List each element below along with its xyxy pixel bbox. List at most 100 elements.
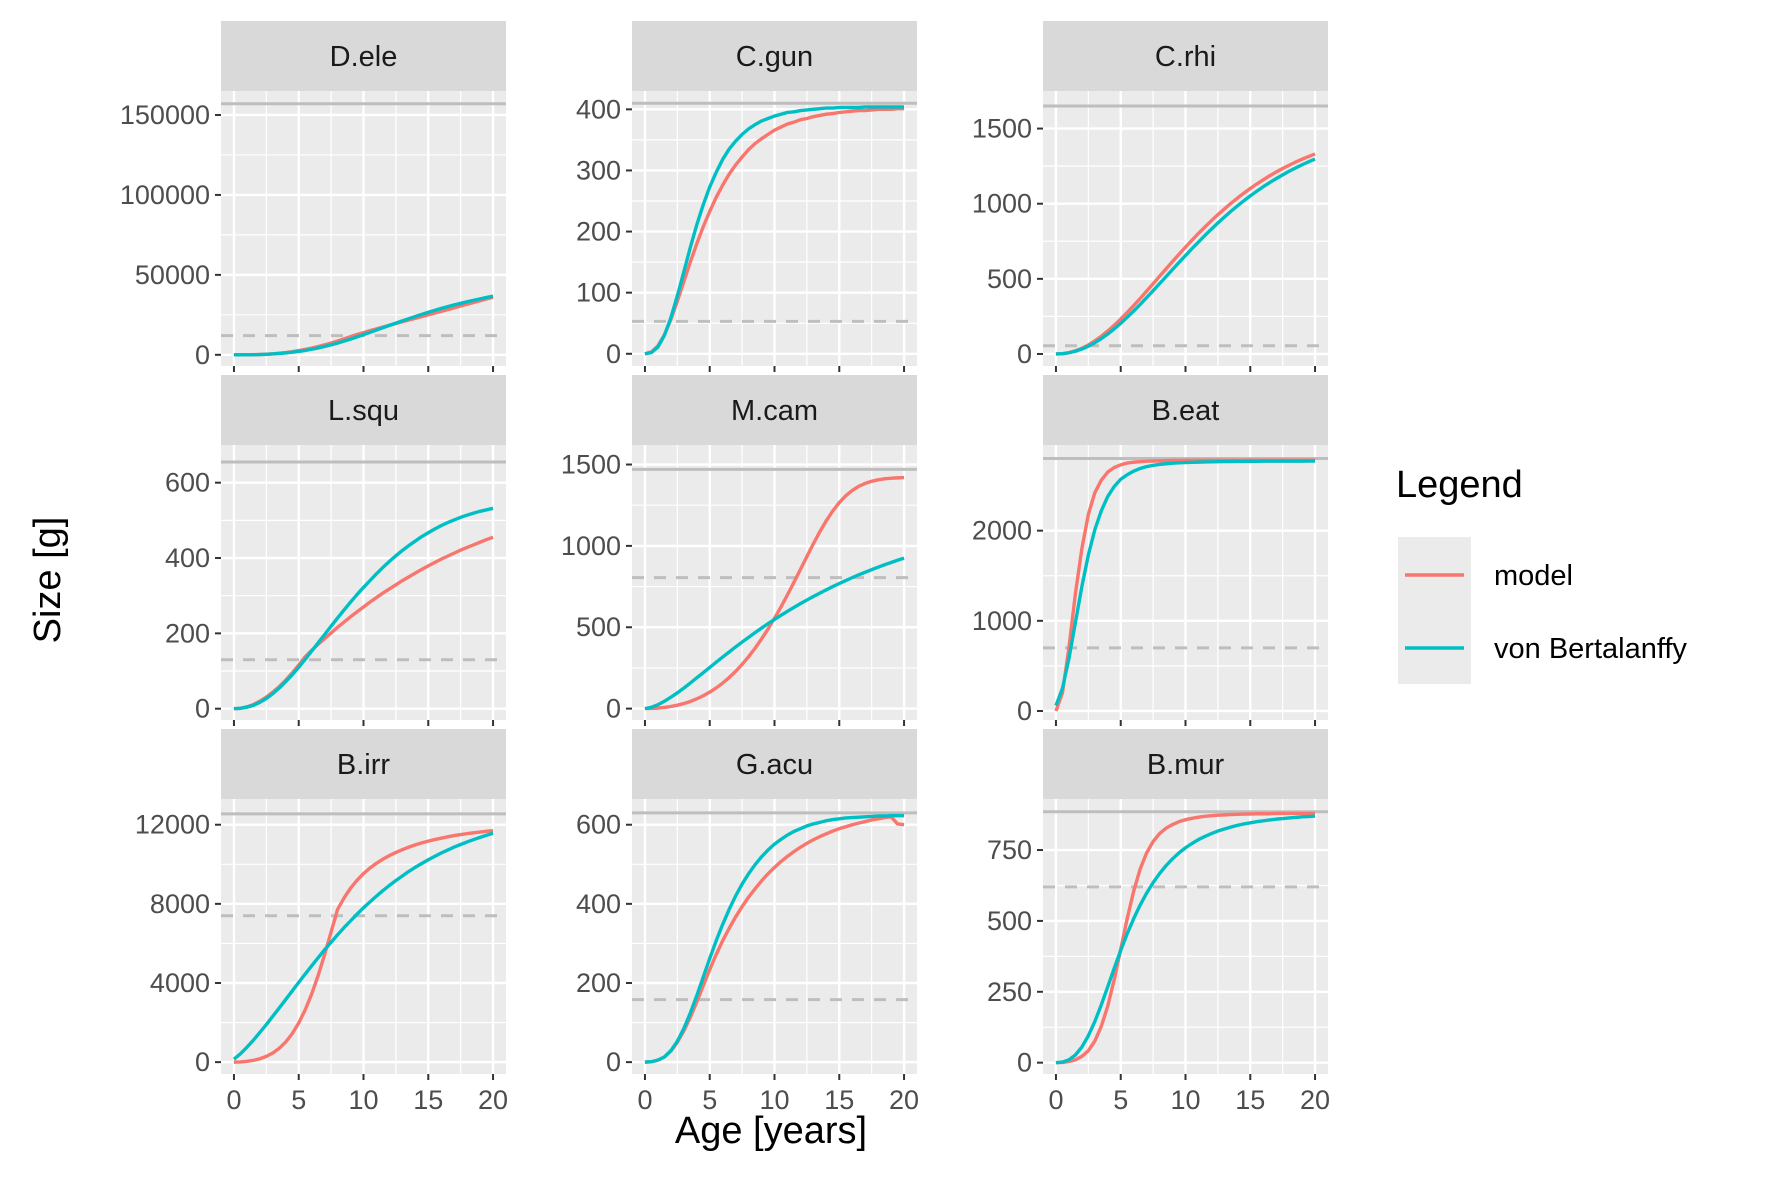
strip-g-acu (632, 729, 917, 799)
legend-label-von-bertalanffy: von Bertalanffy (1494, 633, 1687, 665)
legend-title: Legend (1396, 464, 1523, 506)
series-line-von-bertalanffy-g-acu (644, 813, 905, 1064)
strip-label-c-gun: C.gun (736, 41, 813, 73)
strip-label-g-acu: G.acu (736, 749, 813, 781)
y-tick-label: 200 (576, 968, 621, 998)
series-line-von-bertalanffy-d-ele (233, 294, 494, 357)
x-tick-label: 5 (702, 1085, 717, 1115)
series-line-model-c-gun (644, 107, 905, 356)
x-tick-label: 20 (478, 1085, 508, 1115)
panel-b-mur: B.mur 0 250 500 750 0 5 10 15 20 (987, 729, 1330, 1115)
y-tick-label: 600 (576, 810, 621, 840)
x-tick-label: 10 (1170, 1085, 1200, 1115)
y-tick-label: 1000 (972, 606, 1032, 636)
y-tick-label: 50000 (135, 260, 210, 290)
strip-b-mur (1043, 729, 1328, 799)
y-axis-title: Size [g] (27, 517, 69, 644)
legend-label-model: model (1494, 560, 1573, 592)
y-tick-label: 1000 (561, 531, 621, 561)
series-line-model-b-irr (233, 828, 494, 1064)
y-tick-label: 0 (606, 694, 621, 724)
series-line-von-bertalanffy-b-eat (1054, 459, 1316, 707)
y-tick-label: 0 (195, 694, 210, 724)
x-axis-title: Age [years] (675, 1110, 867, 1152)
strip-label-b-mur: B.mur (1147, 749, 1225, 781)
series-line-von-bertalanffy-b-mur (1055, 814, 1316, 1065)
strip-c-gun (632, 21, 917, 91)
x-tick-label: 20 (1300, 1085, 1330, 1115)
x-tick-label: 10 (348, 1085, 378, 1115)
y-tick-label: 0 (606, 339, 621, 369)
panel-g-acu: G.acu 0 200 400 600 0 5 10 15 20 (576, 729, 919, 1115)
y-tick-label: 150000 (120, 100, 210, 130)
y-tick-label: 0 (195, 1047, 210, 1077)
strip-d-ele (221, 21, 506, 91)
y-tick-label: 1000 (972, 189, 1032, 219)
panel-b-irr: B.irr 0 4000 8000 12000 0 5 10 15 20 (135, 729, 508, 1115)
y-tick-label: 8000 (150, 889, 210, 919)
series-line-von-bertalanffy-b-irr (232, 831, 494, 1061)
strip-b-eat (1043, 375, 1328, 445)
y-tick-label: 300 (576, 155, 621, 185)
y-tick-label: 750 (987, 835, 1032, 865)
strip-label-b-eat: B.eat (1152, 395, 1220, 427)
y-tick-label: 400 (165, 543, 210, 573)
legend-key-box (1398, 537, 1471, 684)
y-tick-label: 100 (576, 278, 621, 308)
panel-m-cam: M.cam 0 500 1000 1500 (561, 375, 917, 726)
y-tick-label: 0 (1017, 696, 1032, 726)
x-tick-label: 15 (824, 1085, 854, 1115)
y-tick-label: 0 (195, 340, 210, 370)
strip-label-d-ele: D.ele (330, 41, 398, 73)
y-tick-label: 100000 (120, 180, 210, 210)
y-tick-label: 250 (987, 977, 1032, 1007)
series-line-von-bertalanffy-m-cam (644, 556, 905, 711)
x-tick-label: 5 (291, 1085, 306, 1115)
y-tick-label: 200 (165, 618, 210, 648)
x-tick-label: 15 (1235, 1085, 1265, 1115)
panel-c-rhi: C.rhi 0 500 1000 1500 (972, 21, 1328, 372)
strip-label-l-squ: L.squ (328, 395, 399, 427)
x-tick-label: 5 (1113, 1085, 1128, 1115)
y-tick-label: 400 (576, 94, 621, 124)
x-tick-label: 20 (889, 1085, 919, 1115)
y-tick-label: 200 (576, 217, 621, 247)
series-line-von-bertalanffy-c-rhi (1055, 157, 1316, 356)
y-tick-label: 0 (1017, 339, 1032, 369)
x-tick-label: 0 (226, 1085, 241, 1115)
strip-label-b-irr: B.irr (337, 749, 391, 781)
strip-label-m-cam: M.cam (731, 395, 818, 427)
y-tick-label: 500 (576, 612, 621, 642)
strip-label-c-rhi: C.rhi (1155, 41, 1216, 73)
strip-b-irr (221, 729, 506, 799)
y-tick-label: 1500 (972, 114, 1032, 144)
series-line-von-bertalanffy-l-squ (233, 506, 494, 711)
y-tick-label: 400 (576, 889, 621, 919)
series-line-von-bertalanffy-c-gun (644, 105, 905, 356)
y-tick-label: 500 (987, 264, 1032, 294)
y-tick-label: 0 (1017, 1048, 1032, 1078)
strip-c-rhi (1043, 21, 1328, 91)
panel-b-eat: B.eat 0 1000 2000 (972, 375, 1328, 726)
panel-d-ele: D.ele 0 50000 100000 150000 (120, 21, 506, 372)
y-tick-label: 600 (165, 468, 210, 498)
panel-l-squ: L.squ 0 200 400 600 (165, 375, 506, 726)
legend: Legend model von Bertalanffy (1396, 464, 1687, 684)
y-tick-label: 500 (987, 906, 1032, 936)
panel-c-gun: C.gun 0 100 200 300 400 (576, 21, 917, 372)
x-tick-label: 0 (637, 1085, 652, 1115)
y-tick-label: 4000 (150, 968, 210, 998)
x-tick-label: 10 (759, 1085, 789, 1115)
y-tick-label: 0 (606, 1047, 621, 1077)
strip-m-cam (632, 375, 917, 445)
series-line-model-c-rhi (1055, 152, 1316, 356)
y-tick-label: 1500 (561, 450, 621, 480)
strip-l-squ (221, 375, 506, 445)
y-tick-label: 12000 (135, 810, 210, 840)
panels-area: D.ele050000100000150000C.gun010020030040… (120, 21, 1330, 1115)
x-tick-label: 15 (413, 1085, 443, 1115)
series-line-model-b-mur (1055, 811, 1316, 1065)
y-tick-label: 2000 (972, 516, 1032, 546)
x-tick-label: 0 (1048, 1085, 1063, 1115)
